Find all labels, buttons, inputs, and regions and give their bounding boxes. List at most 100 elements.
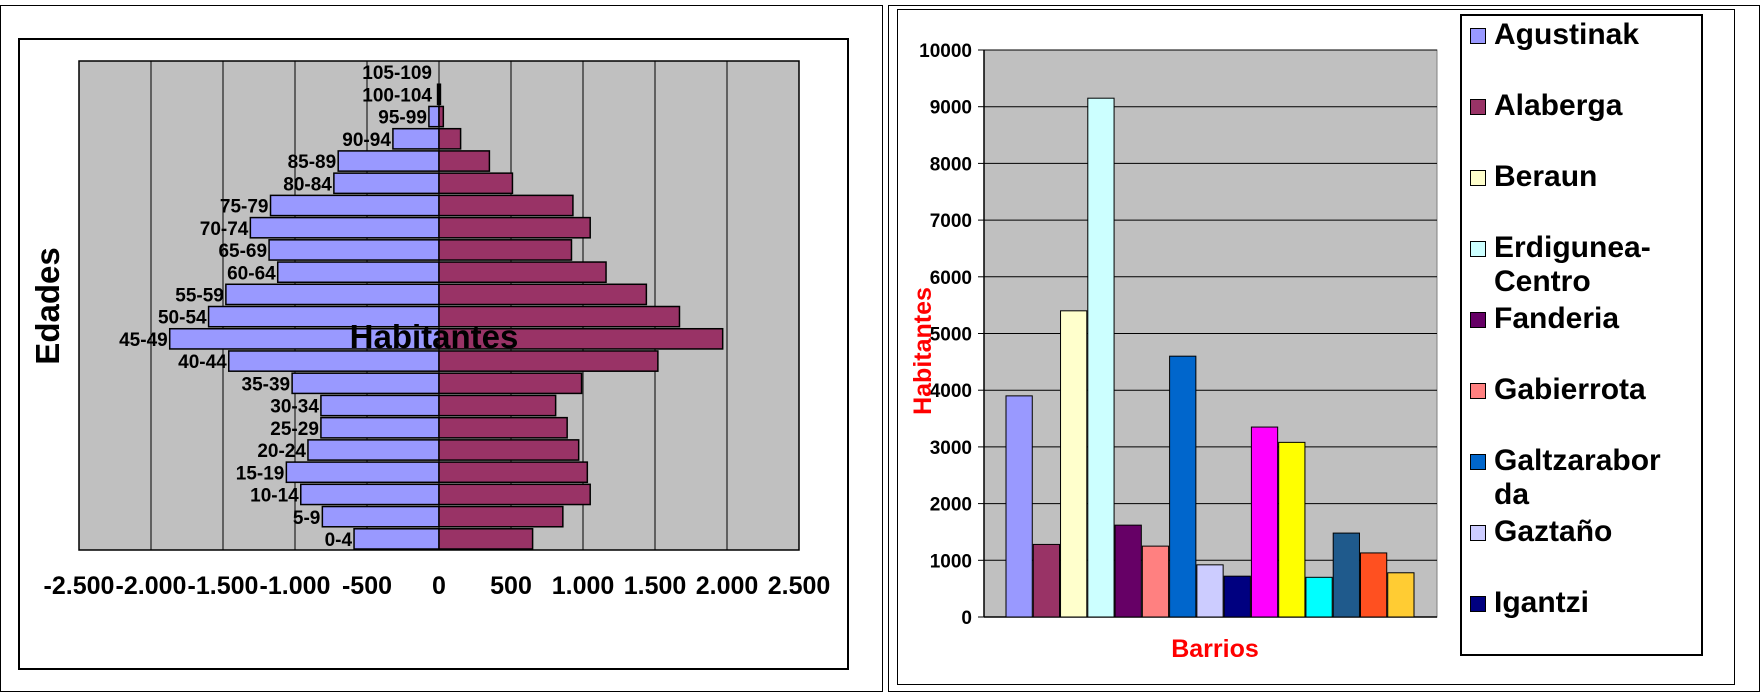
legend-label: Alaberga xyxy=(1494,89,1623,122)
bar-right xyxy=(438,416,568,439)
legend-label: Igantzi xyxy=(1494,586,1589,619)
bar-right xyxy=(438,483,591,506)
bar xyxy=(1060,310,1088,618)
bar-left xyxy=(333,172,440,195)
bar-right xyxy=(438,261,607,284)
bar xyxy=(1169,355,1197,618)
category-label: 35-39 xyxy=(242,374,291,395)
bar-left xyxy=(268,239,440,261)
bar xyxy=(1387,572,1415,618)
bar-left xyxy=(307,439,440,461)
bar-right xyxy=(438,172,514,195)
bar xyxy=(1114,524,1142,618)
bar-left xyxy=(269,194,440,217)
x-tick-label: -500 xyxy=(342,572,392,600)
legend-swatch xyxy=(1470,99,1486,115)
legend-swatch xyxy=(1470,28,1486,44)
bar-left xyxy=(321,505,440,528)
y-tick-label: 8000 xyxy=(930,154,972,175)
bar xyxy=(1223,575,1251,618)
bar-right xyxy=(438,394,557,417)
category-label: 5-9 xyxy=(293,508,320,529)
bar-left xyxy=(428,105,440,128)
x-tick-label: -2.000 xyxy=(116,572,187,600)
barrios-chart-panel: 0 1000 2000 3000 4000 5000 6000 7000 8000 9000 100… xyxy=(888,5,1760,692)
bar-right xyxy=(438,350,659,372)
legend-label: Fanderia xyxy=(1494,302,1620,335)
x-tick-label: 2.000 xyxy=(696,572,759,600)
y-tick-label: 7000 xyxy=(930,211,972,232)
x-tick-label: -1.000 xyxy=(260,572,331,600)
bar xyxy=(1087,97,1115,618)
bar-right xyxy=(438,150,491,172)
bar-left xyxy=(249,216,440,239)
bar-left xyxy=(320,416,440,439)
category-label: 85-89 xyxy=(288,152,337,173)
x-tick-label: 1.000 xyxy=(552,572,615,600)
y-tick-label: 2000 xyxy=(930,495,972,516)
category-label: 70-74 xyxy=(200,219,249,240)
bar-right xyxy=(438,461,589,484)
category-label: 100-104 xyxy=(362,85,432,106)
bar-left xyxy=(353,528,440,550)
category-label: 45-49 xyxy=(119,330,168,351)
bar-right xyxy=(438,327,724,350)
bar xyxy=(1196,564,1224,618)
legend-swatch xyxy=(1470,383,1486,399)
bar-right xyxy=(438,439,580,461)
bar-left xyxy=(276,261,440,284)
bar-right xyxy=(438,528,534,550)
y-tick-label: 4000 xyxy=(930,381,972,402)
legend-swatch xyxy=(1470,525,1486,541)
pyramid-chart-panel: -2.500 -2.000 -1.500 -1.000 -500 0 500 1.000 1.5… xyxy=(0,5,883,692)
bar xyxy=(1305,576,1333,618)
category-label: 50-54 xyxy=(158,308,207,329)
bar-left xyxy=(300,483,440,506)
legend-swatch xyxy=(1470,312,1486,328)
bar-left xyxy=(291,372,440,395)
x-tick-label: 0 xyxy=(432,572,446,600)
bar-right xyxy=(438,372,583,395)
chart-title: Habitantes xyxy=(350,318,519,355)
y-tick-label: 9000 xyxy=(930,98,972,119)
x-tick-label: -2.500 xyxy=(44,572,115,600)
legend-label: Erdigunea-Centro xyxy=(1494,231,1651,298)
category-label: 10-14 xyxy=(250,486,299,507)
x-tick-label: -1.500 xyxy=(188,572,259,600)
y-tick-label: 3000 xyxy=(930,438,972,459)
category-label: 20-24 xyxy=(257,441,306,462)
legend-swatch xyxy=(1470,454,1486,470)
legend-label: Gaztaño xyxy=(1494,515,1613,548)
legend: Agustinak Alaberga Beraun Erdigunea-Centro F… xyxy=(1460,14,1703,656)
y-axis-label: Habitantes xyxy=(909,287,937,415)
category-label: 55-59 xyxy=(175,286,224,307)
bar xyxy=(1359,552,1388,618)
category-label: 90-94 xyxy=(342,130,391,151)
bar-right xyxy=(438,239,573,261)
bar xyxy=(1278,441,1306,618)
bar xyxy=(1141,545,1170,618)
category-label: 95-99 xyxy=(378,108,427,129)
y-tick-label: 0 xyxy=(961,608,972,629)
y-tick-label: 10000 xyxy=(919,41,972,62)
bar-right xyxy=(438,83,442,106)
x-axis-label: Barrios xyxy=(1171,635,1259,663)
legend-label: Gabierrota xyxy=(1494,373,1646,406)
y-tick-label: 1000 xyxy=(930,551,972,572)
bar-right xyxy=(438,505,564,528)
category-label: 30-34 xyxy=(270,397,319,418)
category-label: 105-109 xyxy=(362,63,432,84)
bar-left xyxy=(337,150,440,172)
category-label: 40-44 xyxy=(178,352,227,373)
legend-label: Galtzarabor da xyxy=(1494,444,1661,511)
y-axis-label: Edades xyxy=(29,247,66,364)
bar-left xyxy=(285,461,440,484)
pyramid-chart: -2.500 -2.000 -1.500 -1.000 -500 0 500 1.000 1.5… xyxy=(29,60,830,600)
category-label: 25-29 xyxy=(270,419,319,440)
legend-swatch xyxy=(1470,241,1486,257)
bar-right xyxy=(438,127,462,150)
category-label: 60-64 xyxy=(227,263,276,284)
bar-right xyxy=(438,216,591,239)
barrios-bar-chart: 0 1000 2000 3000 4000 5000 6000 7000 8000 9000 100… xyxy=(909,41,1438,663)
legend-label: Beraun xyxy=(1494,160,1598,193)
